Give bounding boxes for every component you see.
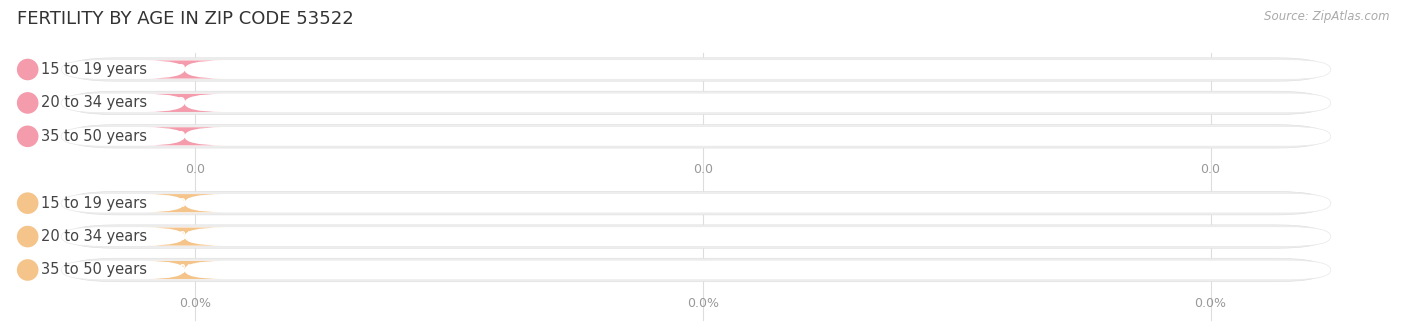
Text: 0.0: 0.0 [163,63,186,76]
FancyBboxPatch shape [60,260,1331,280]
Text: 0.0: 0.0 [693,163,713,176]
FancyBboxPatch shape [60,193,1331,213]
FancyBboxPatch shape [60,93,1331,113]
FancyBboxPatch shape [66,191,1326,215]
Text: 35 to 50 years: 35 to 50 years [41,129,148,144]
Ellipse shape [17,259,38,281]
Text: 0.0: 0.0 [163,130,186,143]
Ellipse shape [17,125,38,147]
Text: 0.0%: 0.0% [688,297,718,310]
Text: 0.0%: 0.0% [156,263,193,277]
FancyBboxPatch shape [60,126,1331,146]
Text: 0.0%: 0.0% [156,197,193,210]
Text: FERTILITY BY AGE IN ZIP CODE 53522: FERTILITY BY AGE IN ZIP CODE 53522 [17,10,354,28]
FancyBboxPatch shape [66,258,1326,282]
FancyBboxPatch shape [66,91,1326,115]
FancyBboxPatch shape [66,125,1326,148]
FancyBboxPatch shape [66,58,1326,81]
Text: 15 to 19 years: 15 to 19 years [41,196,148,211]
Text: 0.0: 0.0 [163,96,186,110]
Ellipse shape [17,226,38,248]
FancyBboxPatch shape [146,127,224,146]
Text: 35 to 50 years: 35 to 50 years [41,262,148,278]
Text: 20 to 34 years: 20 to 34 years [41,229,148,244]
FancyBboxPatch shape [66,225,1326,248]
FancyBboxPatch shape [146,194,224,212]
Text: 0.0: 0.0 [186,163,205,176]
Text: Source: ZipAtlas.com: Source: ZipAtlas.com [1264,10,1389,23]
Ellipse shape [17,192,38,214]
Text: 0.0%: 0.0% [180,297,211,310]
FancyBboxPatch shape [146,227,224,246]
Text: 0.0%: 0.0% [1195,297,1226,310]
FancyBboxPatch shape [146,261,224,279]
Text: 0.0%: 0.0% [156,230,193,243]
FancyBboxPatch shape [60,60,1331,79]
FancyBboxPatch shape [146,94,224,112]
FancyBboxPatch shape [146,60,224,79]
Ellipse shape [17,59,38,80]
Text: 0.0: 0.0 [1201,163,1220,176]
Ellipse shape [17,92,38,114]
Text: 15 to 19 years: 15 to 19 years [41,62,148,77]
Text: 20 to 34 years: 20 to 34 years [41,95,148,111]
FancyBboxPatch shape [60,227,1331,247]
